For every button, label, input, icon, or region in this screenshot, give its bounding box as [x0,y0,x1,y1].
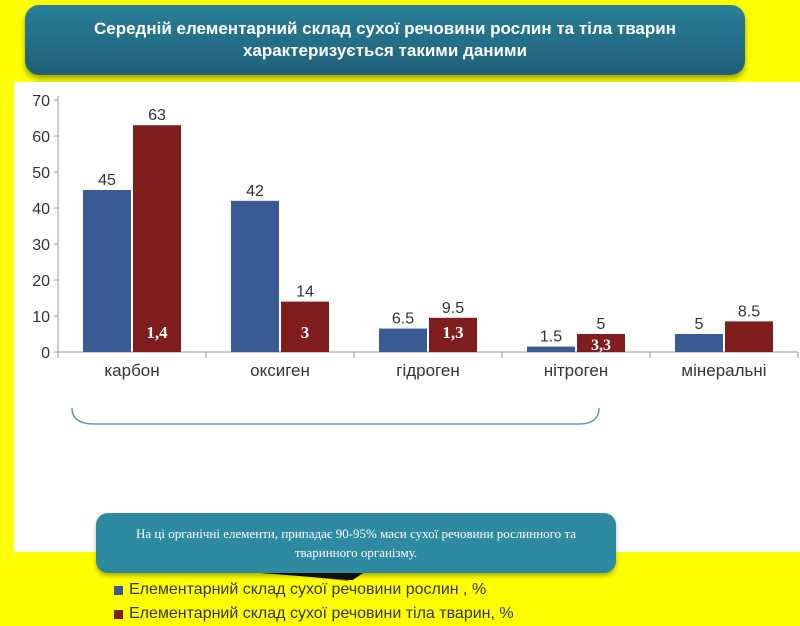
title-line-2: характеризується такими даними [242,41,528,60]
category-label: карбон [104,361,159,380]
bar-plants [231,200,279,352]
bar-value-label: 14 [296,284,314,301]
bar-chart: 0 10 20 30 40 50 60 70 карбон 45 63 1,4 оксиген 42 14 3… [32,93,799,425]
y-tick-label: 50 [32,165,50,182]
bracket-line [71,407,600,425]
chart-panel: 0 10 20 30 40 50 60 70 карбон 45 63 1,4 оксиген 42 14 3… [14,82,800,622]
legend-label-plants: Елементарний склад сухої речовини рослин… [129,581,487,598]
title-banner: Середній елементарний склад сухої речови… [25,5,745,75]
title-line-1: Середній елементарний склад сухої речови… [93,19,676,38]
bar-plants [83,190,131,352]
legend-item-animals: Елементарний склад сухої речовини тіла т… [114,602,514,626]
bar-animals [281,301,329,352]
bar-value-label: 9.5 [442,300,464,317]
y-tick-label: 60 [32,129,50,146]
bar-animals [725,321,773,352]
in-bar-annotation: 1,3 [442,323,463,342]
bar-value-label: 6.5 [392,311,414,328]
in-bar-annotation: 3 [301,323,310,342]
bar-value-label: 5 [695,316,704,333]
category-label: мінеральні [681,361,766,380]
y-tick-label: 40 [32,201,50,218]
in-bar-annotation: 3,3 [591,337,611,354]
y-tick-label: 10 [32,309,50,326]
bar-animals [577,334,625,352]
legend-swatch-plants [114,585,123,595]
note-callout: На ці органічні елементи, припадає 90-95… [96,513,616,573]
bar-value-label: 45 [98,172,116,189]
bar-plants [675,334,723,352]
in-bar-annotation: 1,4 [146,323,168,342]
category-label: оксиген [250,361,310,380]
bar-plants [379,328,427,352]
bar-value-label: 8.5 [738,303,760,320]
category-label: гідроген [396,361,459,380]
bar-animals [133,125,181,352]
bar-value-label: 63 [148,107,166,124]
legend: Елементарний склад сухої речовини рослин… [114,578,514,626]
legend-label-animals: Елементарний склад сухої речовини тіла т… [129,605,514,622]
note-text: На ці органічні елементи, припадає 90-95… [135,526,577,560]
bar-plants [527,346,575,352]
bar-value-label: 1.5 [540,329,562,346]
y-tick-label: 20 [32,273,50,290]
y-tick-label: 30 [32,237,50,254]
bar-value-label: 42 [246,183,264,200]
legend-swatch-animals [114,609,123,619]
category-label: нітроген [544,361,609,380]
bar-value-label: 5 [597,316,606,333]
bar-animals [429,317,477,352]
y-tick-label: 70 [32,93,50,110]
legend-item-plants: Елементарний склад сухої речовини рослин… [114,578,514,602]
y-tick-label: 0 [41,345,50,362]
